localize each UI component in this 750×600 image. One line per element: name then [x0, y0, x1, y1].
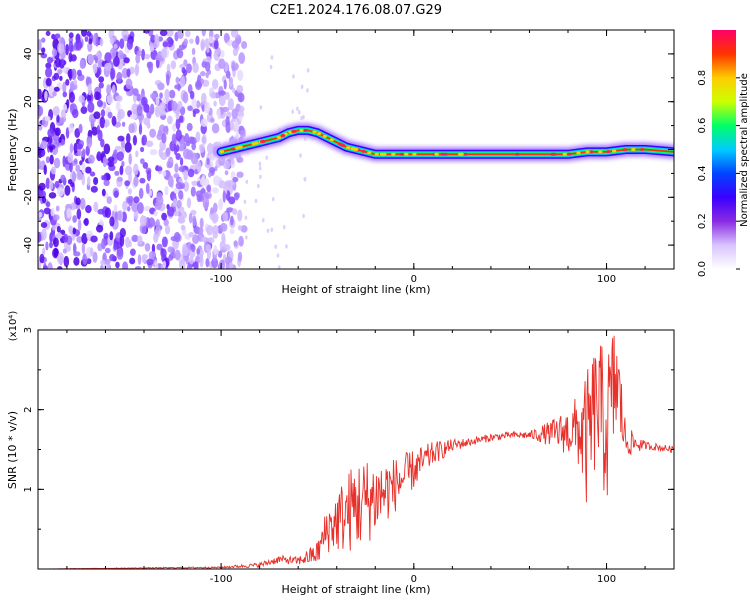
y-tick-label: 1: [23, 486, 34, 492]
spectrogram-heatmap: [38, 30, 674, 269]
top-y-axis-label: Frequency (Hz): [6, 109, 19, 192]
colorbar-tick-label: 0.8: [697, 70, 708, 86]
colorbar-label: Normalized spectral amplitude: [739, 73, 750, 227]
bottom-y-axis-label: SNR (10 * v/v): [6, 411, 19, 489]
bottom-x-axis-label: Height of straight line (km): [281, 583, 430, 596]
y-tick-label: 0: [23, 146, 34, 152]
x-tick-label: 100: [597, 574, 616, 585]
x-tick-label: 100: [597, 274, 616, 285]
y-tick-label: -40: [23, 237, 34, 253]
y-multiplier-label: (x10⁴): [8, 311, 19, 342]
top-x-axis-label: Height of straight line (km): [281, 283, 430, 296]
snr-frame: [38, 330, 674, 569]
y-tick-label: -20: [23, 189, 34, 205]
y-tick-label: 20: [23, 95, 34, 108]
x-tick-label: 0: [411, 274, 417, 285]
snr-panel: -100 0 100 1 2 3 Height of straight line (km…: [6, 311, 675, 596]
y-tick-label: 3: [23, 327, 34, 333]
chart-title: C2E1.2024.176.08.07.G29: [270, 3, 442, 18]
y-tick-label: 40: [23, 48, 34, 61]
colorbar-tick-label: 0.2: [697, 213, 708, 229]
colorbar-tick-label: 0.6: [697, 118, 708, 134]
colorbar: 0.0 0.2 0.4 0.6 0.8 Normalized spectral ampl…: [697, 30, 750, 277]
x-tick-label: -100: [210, 574, 233, 585]
spectrogram-panel: -100 0 100 -40 -20 0 20 40 Height of straight …: [6, 29, 675, 296]
y-tick-label: 2: [23, 406, 34, 412]
colorbar-gradient: [712, 30, 736, 269]
x-tick-label: -100: [210, 274, 233, 285]
colorbar-tick-label: 0.0: [697, 261, 708, 277]
colorbar-tick-label: 0.4: [697, 165, 708, 181]
x-tick-label: 0: [411, 574, 417, 585]
heatmap-ridge: [213, 122, 674, 163]
heatmap-noise: [38, 30, 310, 269]
